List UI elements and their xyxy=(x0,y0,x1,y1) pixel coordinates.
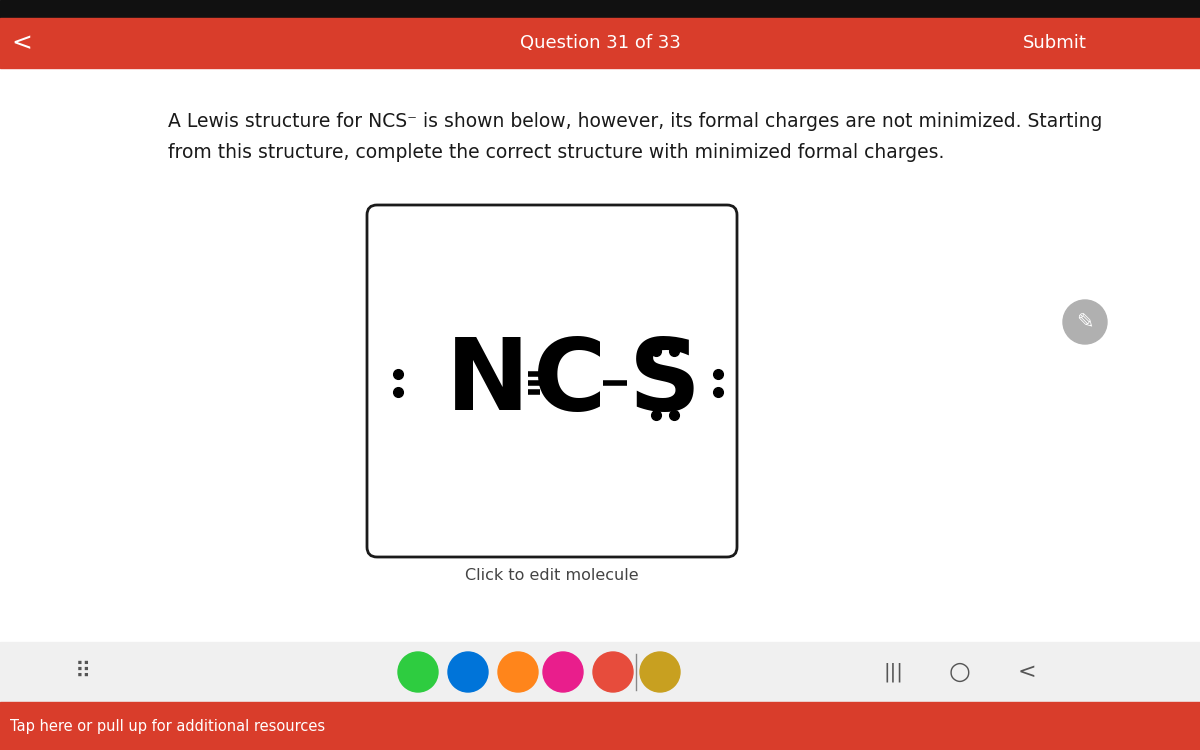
Circle shape xyxy=(1063,300,1108,344)
Text: S: S xyxy=(629,334,701,431)
Text: Submit: Submit xyxy=(1024,34,1087,52)
Circle shape xyxy=(498,652,538,692)
Bar xyxy=(0,0,1200,18)
Text: ○: ○ xyxy=(949,660,971,684)
Bar xyxy=(0,642,1200,702)
Text: <: < xyxy=(1018,662,1037,682)
Text: ✎: ✎ xyxy=(1076,312,1093,332)
Text: Tap here or pull up for additional resources: Tap here or pull up for additional resou… xyxy=(10,718,325,734)
Circle shape xyxy=(448,652,488,692)
Bar xyxy=(0,18,1200,68)
Text: C: C xyxy=(533,334,607,431)
Text: ⠿: ⠿ xyxy=(74,662,91,682)
Text: from this structure, complete the correct structure with minimized formal charge: from this structure, complete the correc… xyxy=(168,143,944,162)
Text: |||: ||| xyxy=(883,662,902,682)
Text: Click to edit molecule: Click to edit molecule xyxy=(466,568,638,583)
Circle shape xyxy=(593,652,634,692)
Bar xyxy=(0,68,1200,702)
Circle shape xyxy=(398,652,438,692)
FancyBboxPatch shape xyxy=(367,205,737,557)
Circle shape xyxy=(542,652,583,692)
Circle shape xyxy=(640,652,680,692)
Text: <: < xyxy=(12,31,32,55)
Text: A Lewis structure for NCS⁻ is shown below, however, its formal charges are not m: A Lewis structure for NCS⁻ is shown belo… xyxy=(168,112,1103,131)
Text: N: N xyxy=(446,334,530,431)
Bar xyxy=(0,702,1200,750)
Text: Question 31 of 33: Question 31 of 33 xyxy=(520,34,680,52)
